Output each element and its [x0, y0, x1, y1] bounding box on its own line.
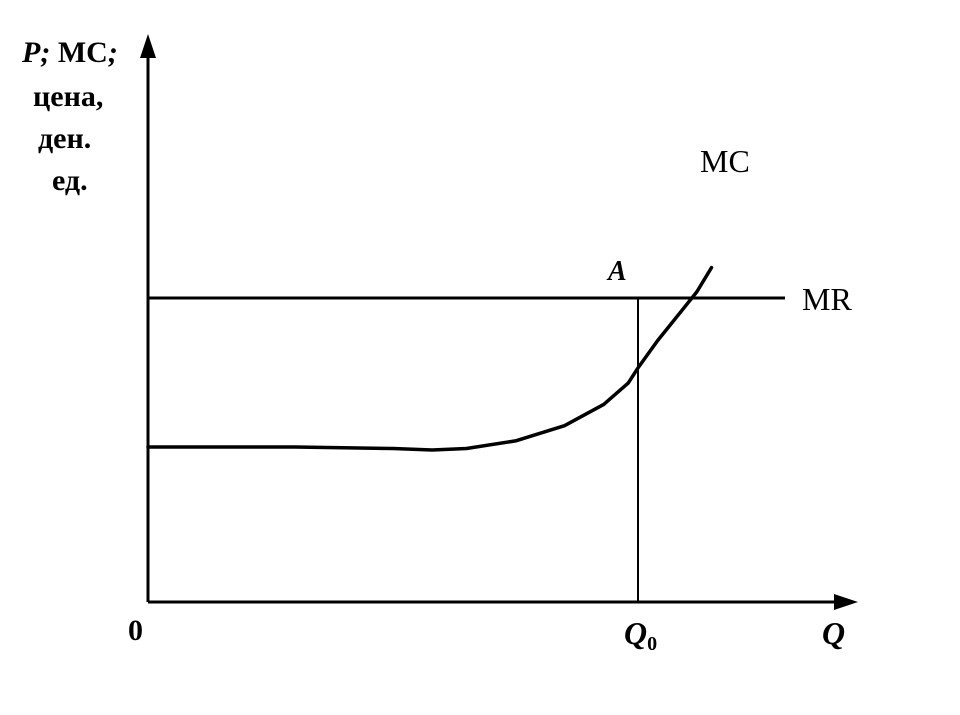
y-axis-label-line-4: ед.: [52, 164, 88, 197]
x-axis-arrow-icon: [834, 594, 858, 610]
mc-series-label: MC: [700, 143, 750, 179]
mc-curve: [146, 265, 714, 452]
x-axis-label: Q: [822, 615, 845, 651]
q0-tick-label: Q0: [624, 615, 657, 655]
origin-label: 0: [128, 614, 143, 647]
mr-series-label: MR: [802, 281, 852, 317]
y-axis-label-line-3: ден.: [38, 122, 91, 155]
y-axis-arrow-icon: [140, 34, 156, 58]
y-axis-label-line-2: цена,: [33, 80, 103, 113]
y-axis-label-line-1: P; MC;: [21, 36, 118, 69]
point-a-label: A: [606, 256, 627, 287]
